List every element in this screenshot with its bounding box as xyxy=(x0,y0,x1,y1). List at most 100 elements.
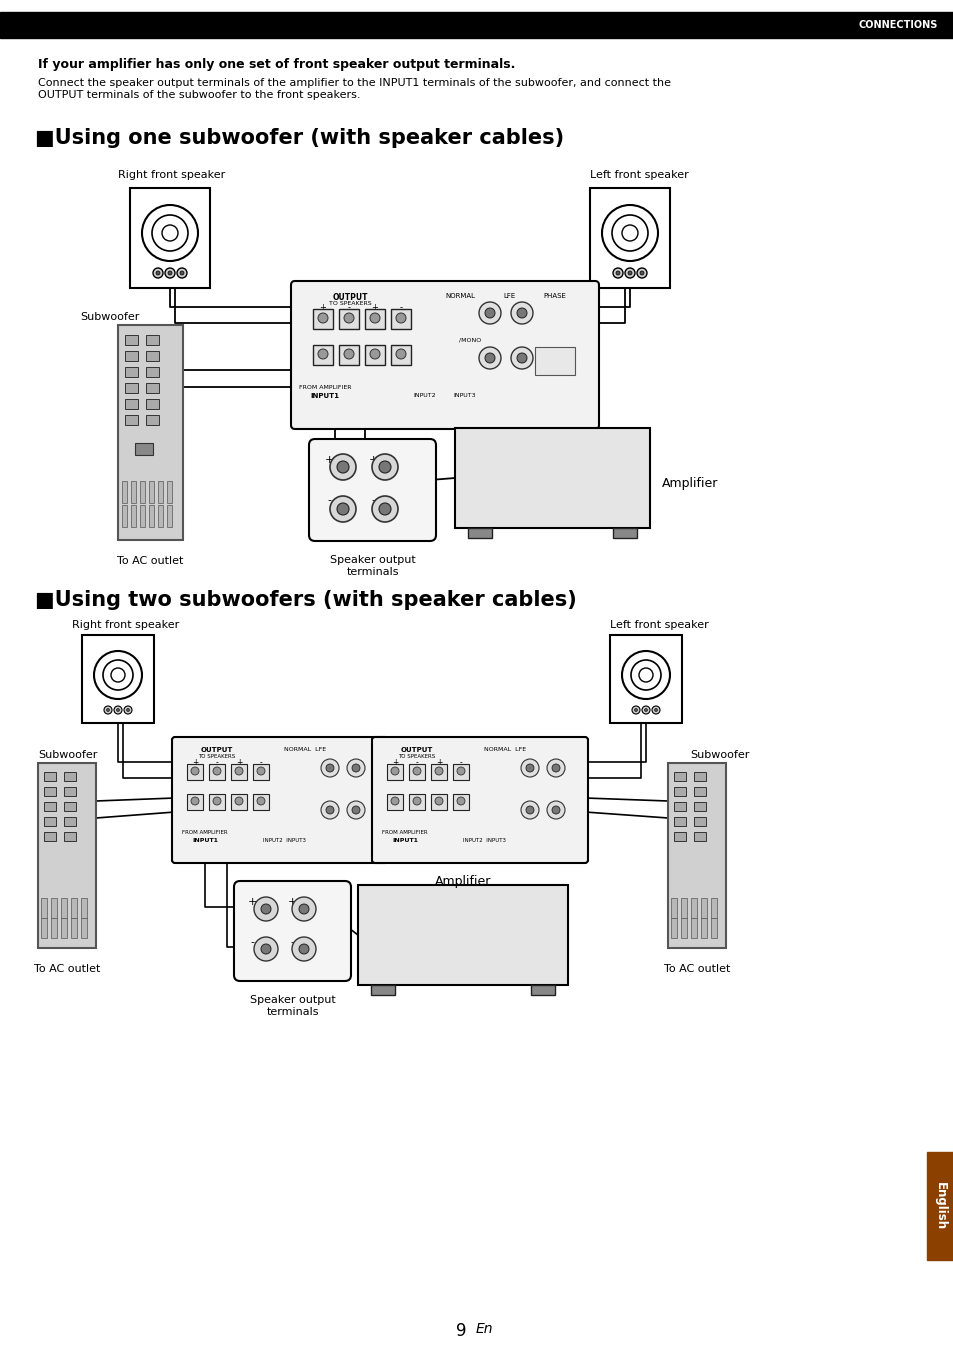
Bar xyxy=(673,772,685,780)
Text: LFE: LFE xyxy=(503,293,516,299)
Bar xyxy=(0,12,953,38)
Text: CONNECTIONS: CONNECTIONS xyxy=(858,20,937,30)
FancyBboxPatch shape xyxy=(233,882,351,981)
Bar xyxy=(670,918,677,938)
Circle shape xyxy=(330,454,355,480)
Bar xyxy=(187,764,203,780)
Circle shape xyxy=(391,797,398,805)
Text: -: - xyxy=(371,495,375,506)
Text: ■Using one subwoofer (with speaker cables): ■Using one subwoofer (with speaker cable… xyxy=(35,128,563,148)
Circle shape xyxy=(152,268,163,278)
Circle shape xyxy=(484,353,495,363)
Circle shape xyxy=(256,797,265,805)
Bar xyxy=(609,635,681,723)
Circle shape xyxy=(292,896,315,921)
Text: +: + xyxy=(324,456,334,465)
Text: Left front speaker: Left front speaker xyxy=(609,620,708,630)
Text: OUTPUT: OUTPUT xyxy=(200,747,233,754)
Bar xyxy=(125,399,138,408)
Bar xyxy=(71,898,77,918)
Bar xyxy=(391,309,411,329)
Circle shape xyxy=(634,709,637,712)
Circle shape xyxy=(320,801,338,820)
Bar xyxy=(680,898,686,918)
Bar xyxy=(146,383,159,394)
Circle shape xyxy=(525,764,534,772)
Bar xyxy=(387,764,402,780)
Text: -: - xyxy=(399,303,402,311)
Circle shape xyxy=(191,797,199,805)
Bar xyxy=(673,787,685,797)
Text: Left front speaker: Left front speaker xyxy=(589,170,688,181)
Text: -: - xyxy=(327,495,331,506)
Bar xyxy=(700,898,706,918)
Text: 9: 9 xyxy=(456,1322,472,1340)
Text: -: - xyxy=(347,303,350,311)
Circle shape xyxy=(234,797,243,805)
Circle shape xyxy=(435,797,442,805)
Circle shape xyxy=(378,503,391,515)
Circle shape xyxy=(191,767,199,775)
Bar xyxy=(710,918,717,938)
Bar xyxy=(64,787,76,797)
Circle shape xyxy=(435,767,442,775)
Bar xyxy=(693,802,705,811)
Circle shape xyxy=(256,767,265,775)
Text: INPUT1: INPUT1 xyxy=(192,838,218,842)
Text: FROM AMPLIFIER: FROM AMPLIFIER xyxy=(382,830,427,834)
Bar xyxy=(146,336,159,345)
Bar xyxy=(146,350,159,361)
Circle shape xyxy=(413,797,420,805)
Circle shape xyxy=(330,496,355,522)
Bar xyxy=(81,898,87,918)
Circle shape xyxy=(395,349,406,359)
Text: Speaker output
terminals: Speaker output terminals xyxy=(330,555,415,577)
Circle shape xyxy=(104,706,112,714)
Circle shape xyxy=(320,759,338,776)
Bar xyxy=(387,794,402,810)
Text: +: + xyxy=(192,758,198,767)
Bar xyxy=(146,399,159,408)
Bar xyxy=(140,481,145,503)
Circle shape xyxy=(517,307,526,318)
Text: Right front speaker: Right front speaker xyxy=(71,620,179,630)
Circle shape xyxy=(372,454,397,480)
Bar xyxy=(409,764,424,780)
Bar xyxy=(135,443,152,456)
Bar xyxy=(38,763,96,948)
Text: En: En xyxy=(476,1322,493,1336)
Circle shape xyxy=(525,806,534,814)
Bar xyxy=(453,764,469,780)
Bar xyxy=(710,898,717,918)
Bar xyxy=(44,802,56,811)
Circle shape xyxy=(616,271,619,275)
Circle shape xyxy=(292,937,315,961)
Circle shape xyxy=(413,767,420,775)
Circle shape xyxy=(234,767,243,775)
Bar xyxy=(64,802,76,811)
Bar xyxy=(253,794,269,810)
Circle shape xyxy=(637,268,646,278)
Circle shape xyxy=(168,271,172,275)
Bar xyxy=(613,528,637,538)
Circle shape xyxy=(520,801,538,820)
Text: TO SPEAKERS: TO SPEAKERS xyxy=(329,301,371,306)
Circle shape xyxy=(261,905,271,914)
Circle shape xyxy=(456,797,464,805)
Bar xyxy=(125,350,138,361)
Circle shape xyxy=(517,353,526,363)
Circle shape xyxy=(478,346,500,369)
Circle shape xyxy=(124,706,132,714)
Circle shape xyxy=(180,271,184,275)
Bar xyxy=(51,918,57,938)
Circle shape xyxy=(326,764,334,772)
Bar xyxy=(693,787,705,797)
Text: -: - xyxy=(416,758,418,767)
Bar xyxy=(431,794,447,810)
Bar xyxy=(44,772,56,780)
Circle shape xyxy=(370,313,379,324)
Bar xyxy=(371,985,395,995)
Circle shape xyxy=(107,709,110,712)
Bar xyxy=(690,898,697,918)
Bar xyxy=(673,802,685,811)
